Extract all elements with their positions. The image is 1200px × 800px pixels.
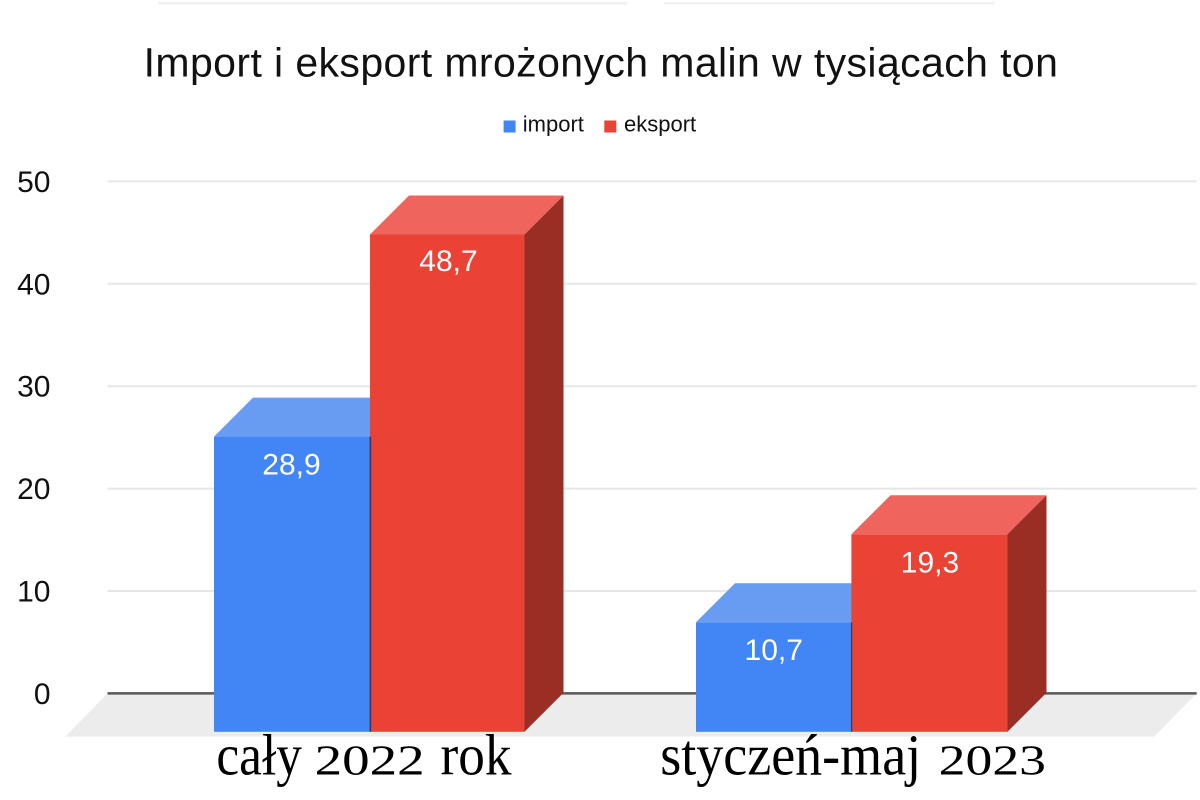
svg-text:48,7: 48,7 <box>419 245 477 278</box>
svg-text:eksport: eksport <box>624 112 696 137</box>
svg-text:28,9: 28,9 <box>262 449 320 482</box>
svg-text:10,7: 10,7 <box>745 634 803 667</box>
svg-text:rok: rok <box>441 723 512 788</box>
svg-text:styczeń-maj: styczeń-maj <box>660 723 921 788</box>
svg-text:40: 40 <box>17 268 50 301</box>
svg-text:30: 30 <box>17 371 50 404</box>
svg-text:2023: 2023 <box>939 739 1046 785</box>
svg-text:10: 10 <box>17 576 50 609</box>
svg-text:20: 20 <box>17 473 50 506</box>
svg-text:Import i eksport mrożonych mal: Import i eksport mrożonych malin w tysią… <box>144 40 1059 86</box>
svg-text:import: import <box>523 112 584 137</box>
svg-text:0: 0 <box>34 678 51 711</box>
svg-text:cały: cały <box>216 723 302 788</box>
svg-text:2022: 2022 <box>315 739 425 785</box>
svg-text:50: 50 <box>17 166 50 199</box>
svg-text:19,3: 19,3 <box>901 546 959 579</box>
